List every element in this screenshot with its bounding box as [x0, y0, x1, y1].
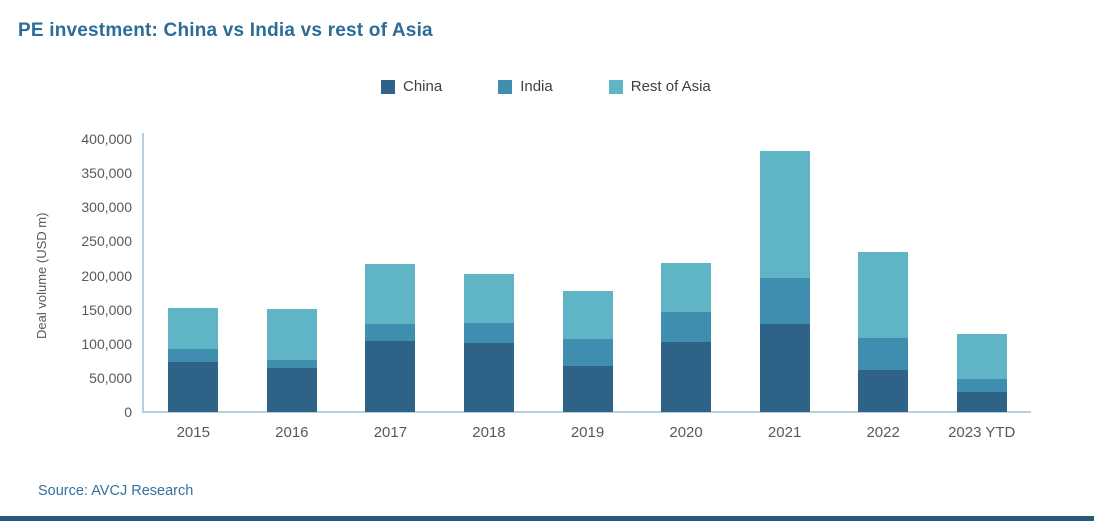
legend: China India Rest of Asia — [381, 78, 711, 95]
bar-segment-china — [266, 368, 317, 412]
bar-segment-china — [168, 361, 219, 412]
legend-swatch-icon — [498, 79, 513, 94]
x-tick-label: 2020 — [669, 424, 703, 441]
footer-accent-bar — [0, 516, 1094, 521]
y-tick-label: 0 — [124, 404, 132, 420]
bar-segment-rest-of-asia — [956, 333, 1007, 380]
legend-item-label: China — [403, 78, 443, 95]
bar-segment-rest-of-asia — [661, 263, 712, 312]
y-tick-label: 350,000 — [81, 165, 132, 182]
y-tick-label: 400,000 — [81, 131, 132, 147]
bar-segment-china — [661, 342, 712, 412]
plot-area — [144, 139, 1031, 412]
x-tick-label: 2021 — [767, 424, 802, 441]
bar-segment-india — [759, 278, 810, 324]
x-tick-label: 2018 — [472, 424, 506, 441]
axis-lines — [142, 133, 1031, 413]
bar-segment-india — [266, 360, 317, 369]
bar-segment-china — [562, 365, 613, 412]
bar-segment-china — [365, 341, 416, 412]
bar-segment-india — [365, 323, 416, 342]
y-axis-label: Deal volume (USD m) — [34, 212, 49, 339]
bar-segment-india — [661, 311, 712, 343]
bar-segment-rest-of-asia — [266, 308, 317, 361]
y-tick-label: 200,000 — [81, 267, 132, 284]
x-tick-label: 2019 — [570, 424, 605, 441]
bar-segment-india — [956, 379, 1007, 392]
bar-segment-rest-of-asia — [168, 307, 219, 350]
y-tick-label: 50,000 — [89, 369, 132, 386]
chart-title: PE investment: China vs India vs rest of… — [18, 20, 433, 41]
bar-segment-india — [168, 349, 219, 362]
legend-swatch-icon — [381, 79, 395, 94]
bar-segment-china — [759, 323, 810, 412]
bar-segment-india — [562, 338, 613, 366]
bar-segment-rest-of-asia — [562, 291, 613, 339]
bar-segment-china — [858, 369, 909, 412]
x-tick-label: 2016 — [275, 424, 309, 441]
legend-swatch-icon — [608, 79, 623, 94]
bar-segment-china — [956, 391, 1007, 412]
x-tick-label: 2023 YTD — [948, 424, 1016, 441]
legend-item-india: India — [498, 78, 553, 95]
legend-item-label: Rest of Asia — [630, 78, 711, 95]
bar-segment-rest-of-asia — [463, 274, 514, 323]
x-tick-label: 2022 — [866, 424, 900, 441]
y-tick-label: 100,000 — [81, 335, 132, 352]
legend-item-rest-of-asia: Rest of Asia — [608, 78, 711, 95]
bar-segment-rest-of-asia — [759, 150, 810, 279]
x-tick-label: 2017 — [373, 424, 408, 441]
source-text: Source: AVCJ Research — [38, 483, 194, 499]
x-tick-label: 2015 — [176, 424, 210, 441]
y-tick-label: 300,000 — [81, 199, 132, 216]
bar-segment-india — [858, 338, 909, 370]
y-tick-label: 250,000 — [81, 233, 132, 250]
legend-item-label: India — [520, 78, 553, 95]
bar-segment-china — [463, 343, 514, 412]
bar-segment-india — [463, 322, 514, 344]
bar-segment-rest-of-asia — [858, 252, 909, 339]
legend-item-china: China — [381, 78, 442, 95]
y-tick-label: 150,000 — [81, 301, 132, 318]
bar-segment-rest-of-asia — [365, 263, 416, 324]
